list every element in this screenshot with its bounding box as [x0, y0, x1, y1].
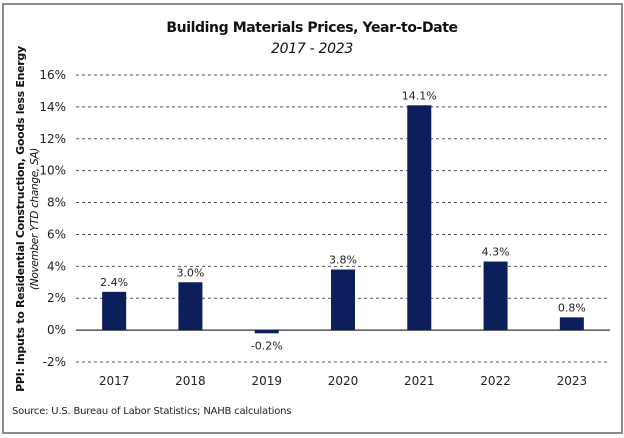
y-tick-label: -2%	[43, 355, 66, 369]
x-tick-label: 2022	[480, 374, 511, 388]
y-tick-label: 2%	[47, 291, 66, 305]
y-axis-sublabel: (November YTD change, SA)	[29, 148, 41, 290]
gridlines	[76, 74, 610, 363]
bar-2023	[559, 317, 584, 331]
y-tick-label: 6%	[47, 227, 66, 241]
bars	[102, 105, 584, 334]
bar-2020	[331, 269, 355, 331]
bar-2019	[254, 330, 279, 334]
y-tick-label: 16%	[39, 68, 66, 82]
bar-2018	[178, 282, 203, 331]
x-tick-label: 2023	[557, 374, 588, 388]
data-label: 3.0%	[176, 266, 204, 279]
x-tick-label: 2017	[99, 374, 130, 388]
chart-subtitle: 2017 - 2023	[271, 41, 353, 57]
x-axis-ticks: 2017 2018 2019 2020 2021 2022 2023	[99, 374, 587, 388]
data-label: 14.1%	[402, 89, 437, 102]
y-tick-label: 14%	[39, 100, 66, 114]
y-tick-label: 12%	[39, 132, 66, 146]
data-label: -0.2%	[251, 339, 283, 352]
bar-2017	[102, 291, 127, 331]
data-label: 4.3%	[482, 246, 510, 259]
y-tick-label: 0%	[47, 323, 66, 337]
data-label: 2.4%	[100, 276, 128, 289]
x-tick-label: 2021	[404, 374, 435, 388]
y-tick-label: 10%	[39, 164, 66, 178]
y-axis-label: PPI: Inputs to Residential Construction,…	[14, 46, 27, 392]
x-tick-label: 2019	[251, 374, 282, 388]
data-label: 3.8%	[329, 254, 357, 267]
source-note: Source: U.S. Bureau of Labor Statistics;…	[12, 406, 292, 417]
data-labels: 2.4% 3.0% -0.2% 3.8% 14.1% 4.3% 0.8%	[100, 89, 586, 352]
y-axis-ticks: -2% 0% 2% 4% 6% 8% 10% 12% 14% 16%	[39, 68, 66, 369]
bar-2022	[483, 261, 508, 331]
data-label: 0.8%	[558, 301, 586, 314]
chart-title: Building Materials Prices, Year-to-Date	[166, 20, 458, 36]
y-tick-label: 8%	[47, 196, 66, 210]
x-tick-label: 2018	[175, 374, 206, 388]
bar-2021	[407, 105, 432, 331]
y-tick-label: 4%	[47, 259, 66, 273]
x-tick-label: 2020	[328, 374, 359, 388]
